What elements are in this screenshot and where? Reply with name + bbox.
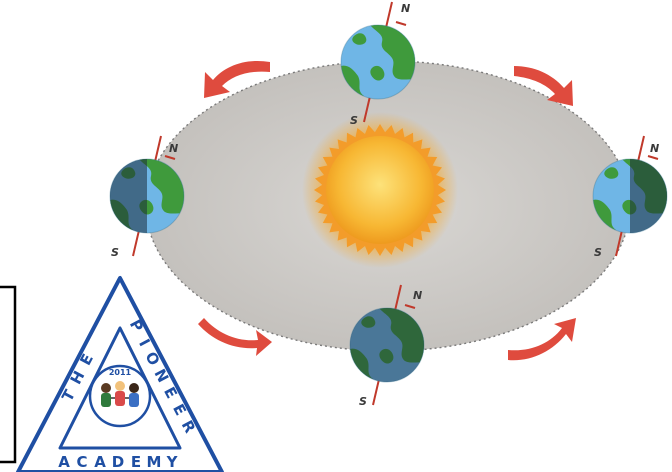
logo-letter: E <box>131 453 141 471</box>
earth-right: N S <box>593 135 667 259</box>
arrow-bottom-left-icon <box>198 318 272 356</box>
logo-letter: C <box>76 453 87 471</box>
earth-bottom: N S <box>350 284 424 408</box>
logo-year: 2011 <box>109 368 132 377</box>
logo-letter: Y <box>166 453 179 471</box>
north-pole-label: N <box>169 142 178 155</box>
logo-letter: D <box>112 453 124 471</box>
sun-icon <box>302 112 458 268</box>
orbit-arrows <box>198 60 576 361</box>
south-pole-label: S <box>359 395 367 408</box>
earth-top: N S <box>341 1 415 127</box>
arrow-top-right-icon <box>514 66 573 106</box>
south-pole-label: S <box>594 246 602 259</box>
south-pole-label: S <box>111 246 119 259</box>
logo-letter: M <box>147 453 162 471</box>
north-pole-label: N <box>413 289 422 302</box>
logo-letter: A <box>58 453 70 471</box>
north-pole-label: N <box>401 2 410 15</box>
logo-letter: A <box>94 453 106 471</box>
south-pole-label: S <box>350 114 358 127</box>
arrow-top-left-icon <box>204 60 270 98</box>
children-icon <box>101 381 139 407</box>
frame-outline <box>0 285 17 464</box>
arrow-bottom-right-icon <box>508 318 576 361</box>
north-pole-label: N <box>650 142 659 155</box>
earth-left: N S <box>110 135 184 259</box>
